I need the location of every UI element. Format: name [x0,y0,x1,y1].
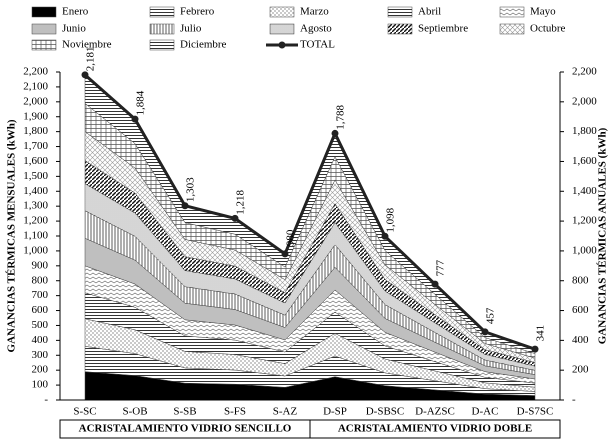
x-tick-label: D-SP [323,406,347,418]
x-tick-label: D-SBSC [366,406,405,418]
y2-tick-label: 2,200 [572,66,597,78]
x-tick-label: D-AZSC [415,406,455,418]
y-tick-label: 1,800 [23,125,48,137]
legend-swatch [278,41,286,49]
y-tick-label: 2,200 [23,66,48,78]
legend-label: Mayo [530,6,556,18]
y-tick-label: 2,000 [23,95,48,107]
data-label: 1,098 [385,207,397,232]
y-tick-label: 1,100 [23,230,48,242]
data-label: 1,218 [235,190,247,215]
legend-swatch [31,6,57,18]
y-tick-label: 800 [32,274,49,286]
x-tick-label: S-AZ [273,406,298,418]
legend-label: Marzo [300,6,329,18]
total-marker [231,214,239,222]
y-tick-label: 1,000 [23,244,48,256]
y2-axis-title: GANANCIAS TÉRMICAS ANUALES (kWh) [597,127,609,344]
y-tick-label: 2,100 [23,80,48,92]
y2-tick-label: 400 [572,334,589,346]
group-label: ACRISTALAMIENTO VIDRIO DOBLE [338,423,532,435]
x-tick-label: S-SB [173,406,196,418]
y-tick-label: 300 [32,349,49,361]
y-axis-title: GANANCIAS TÉRMICAS MENSUALES (kWh) [6,119,18,352]
y-tick-label: 500 [32,319,49,331]
total-marker [81,71,89,79]
legend-label: Diciembre [180,39,227,51]
legend-label: Junio [62,23,86,35]
legend-swatch [31,39,57,51]
y-tick-label: 1,200 [23,215,48,227]
y-tick-label: 400 [32,334,49,346]
legend-swatch [499,6,525,18]
y-tick-label: 600 [32,304,49,316]
legend-swatch [149,23,175,35]
y-tick-label: 100 [32,379,49,391]
x-tick-label: D-S7SC [517,406,554,418]
y2-tick-label: 1,600 [572,155,597,167]
data-label: 341 [535,325,547,342]
total-marker [431,280,439,288]
y2-tick-label: - [572,394,576,406]
total-marker [131,115,139,123]
data-label: 1,303 [185,177,197,202]
legend-label: Abril [418,6,441,18]
legend-label: Julio [180,23,202,35]
y2-tick-label: 800 [572,274,589,286]
y-tick-label: 1,500 [23,170,48,182]
x-tick-label: S-OB [122,406,147,418]
legend-swatch [149,39,175,51]
data-label: 980 [285,229,297,246]
y-tick-label: 1,900 [23,110,48,122]
legend-label: Febrero [180,6,215,18]
legend-label: Septiembre [418,23,468,35]
total-line [84,73,536,351]
y-tick-label: 1,700 [23,140,48,152]
y2-tick-label: 1,200 [572,215,597,227]
y2-tick-label: 1,400 [572,185,597,197]
total-marker [331,129,339,137]
legend-label: Octubre [530,23,566,35]
total-marker [281,250,289,258]
y-tick-label: - [44,394,48,406]
legend-swatch [31,23,57,35]
y2-tick-label: 200 [572,364,589,376]
y-tick-label: 900 [32,259,49,271]
y-tick-label: 700 [32,289,49,301]
y2-tick-label: 1,000 [572,244,597,256]
legend-swatch [387,23,413,35]
x-tick-label: S-FS [224,406,246,418]
y2-tick-label: 600 [572,304,589,316]
data-label: 457 [485,307,497,324]
y-tick-label: 1,300 [23,200,48,212]
legend-label: TOTAL [300,39,335,51]
legend-label: Agosto [300,23,332,35]
data-label: 2,181 [85,46,97,71]
y-tick-label: 1,400 [23,185,48,197]
legend-swatch [149,6,175,18]
y-tick-label: 200 [32,364,49,376]
total-marker [181,202,189,210]
data-label: 777 [435,259,447,276]
data-label: 1,884 [135,90,147,115]
legend-swatch [499,23,525,35]
data-label: 1,788 [335,105,347,130]
x-tick-label: D-AC [472,406,499,418]
legend-label: Enero [62,6,89,18]
y2-tick-label: 2,000 [572,95,597,107]
group-box [309,419,561,439]
total-marker [381,232,389,240]
legend-swatch [269,6,295,18]
y-tick-label: 1,600 [23,155,48,167]
group-label: ACRISTALAMIENTO VIDRIO SENCILLO [79,423,292,435]
legend-swatch [387,6,413,18]
legend-label: Noviembre [62,39,112,51]
total-marker [531,345,539,353]
x-tick-label: S-SC [73,406,96,418]
legend-swatch [269,23,295,35]
y2-tick-label: 1,800 [572,125,597,137]
total-marker [481,328,489,336]
